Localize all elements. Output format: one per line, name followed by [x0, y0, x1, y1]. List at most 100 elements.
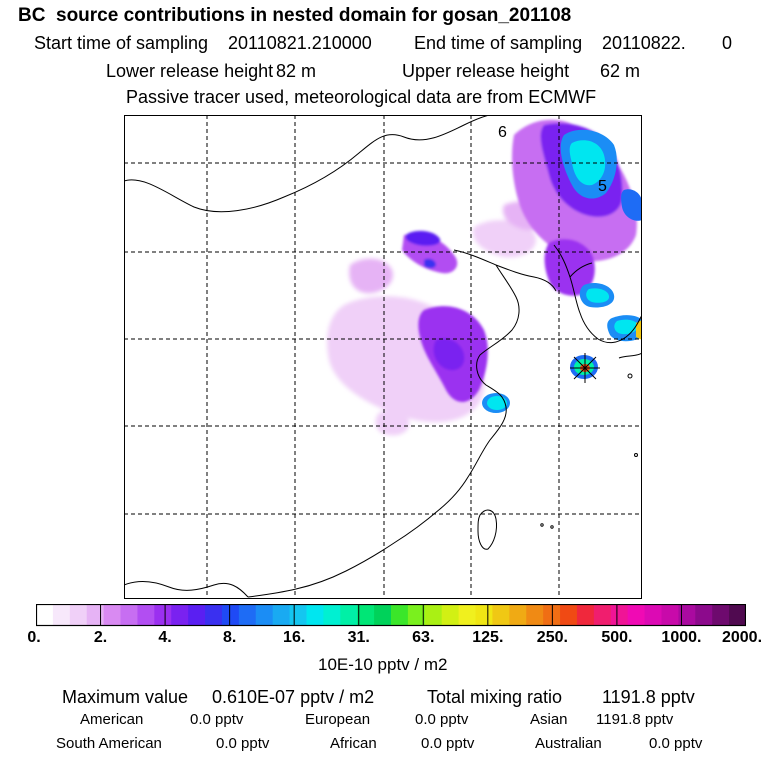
colorbar-cell [712, 604, 730, 626]
end-time-label: End time of sampling [414, 33, 583, 53]
band-core [433, 338, 465, 371]
colorbar-tick-label: 2000. [721, 629, 763, 646]
colorbar-cell [424, 604, 443, 626]
border-north [124, 115, 490, 213]
colorbar-cell [171, 604, 189, 626]
end-time-value: 20110822. [602, 33, 686, 53]
colorbar-cell [86, 604, 105, 626]
colorbar-cell [610, 604, 629, 626]
upper-height-value: 62 m [600, 61, 641, 81]
start-time-value: 20110821.210000 [228, 33, 372, 53]
colorbar-cell [678, 604, 696, 626]
korea-hotspot-core [586, 288, 610, 303]
colorbar-cell [323, 604, 341, 626]
african-label: African [330, 735, 377, 752]
colorbar-unit: 10E-10 pptv / m2 [318, 655, 448, 674]
colorbar-cell [509, 604, 527, 626]
colorbar-tick-label: 8. [222, 629, 237, 646]
max-value: 0.610E-07 pptv / m2 [212, 687, 375, 707]
african-value: 0.0 pptv [421, 735, 475, 752]
colorbar-cell [52, 604, 71, 626]
ne-plume-edge [621, 189, 642, 221]
south-american-label: South American [56, 735, 162, 752]
colorbar-cell [593, 604, 612, 626]
european-value: 0.0 pptv [415, 711, 469, 728]
haze-bohai [473, 220, 536, 258]
concentration-field [327, 119, 642, 436]
coast-bohai [453, 249, 557, 292]
colorbar-cell [458, 604, 477, 626]
shanghai-inner [487, 396, 507, 410]
colorbar-cell [255, 604, 274, 626]
island-a [627, 373, 633, 379]
colorbar-cell [441, 604, 460, 626]
colorbar [36, 604, 746, 627]
total-mixing-value: 1191.8 pptv [602, 687, 695, 707]
contour-label-5: 5 [598, 178, 607, 195]
colorbar-tick-label: 0. [27, 629, 41, 646]
island-c [540, 523, 544, 527]
colorbar-tick-label: 500. [601, 629, 633, 646]
colorbar-tick-label: 2. [93, 629, 108, 646]
colorbar-tick-label: 4. [158, 629, 172, 646]
lower-height-label: Lower release height [106, 61, 274, 81]
korea-haze [544, 239, 595, 296]
coastlines [124, 115, 642, 598]
map-grid [124, 115, 642, 599]
colorbar-cell [238, 604, 257, 626]
hebei-spot [424, 258, 436, 269]
coast-korea [553, 244, 642, 344]
island-d [550, 525, 554, 529]
south-american-value: 0.0 pptv [216, 735, 270, 752]
colorbar-cell [188, 604, 206, 626]
haze-north [349, 258, 393, 294]
colorbar-tick-label: 16. [283, 629, 306, 646]
map-panel: 6 5 [124, 115, 642, 599]
colorbar-tick-label: 125. [472, 629, 504, 646]
colorbar-tick-label: 31. [347, 629, 370, 646]
colorbar-cell [289, 604, 308, 626]
map-frame [124, 115, 642, 599]
colorbar-cell [357, 604, 375, 626]
colorbar-frame [36, 604, 746, 627]
colorbar-cell [69, 604, 88, 626]
colorbar-tick-label: 63. [412, 629, 435, 646]
colorbar-cells [36, 604, 746, 626]
colorbar-cell [120, 604, 139, 626]
coast-china-east [247, 264, 520, 598]
colorbar-cell [475, 604, 494, 626]
colorbar-cell [729, 604, 746, 626]
coast-korea-north [569, 262, 593, 278]
island-b [634, 453, 638, 457]
tracer-note: Passive tracer used, meteorological data… [126, 87, 597, 107]
coast-kyushu [618, 352, 642, 359]
contour-label-6: 6 [498, 124, 507, 141]
colorbar-cell [661, 604, 679, 626]
australian-label: Australian [535, 735, 602, 752]
coast-southwest [124, 580, 249, 598]
colorbar-cell [36, 604, 54, 626]
plot-title: BC source contributions in nested domain… [18, 5, 572, 26]
colorbar-cell [526, 604, 544, 626]
upper-height-label: Upper release height [402, 61, 570, 81]
colorbar-cell [154, 604, 172, 626]
colorbar-cell [644, 604, 663, 626]
colorbar-cell [492, 604, 510, 626]
colorbar-cell [576, 604, 595, 626]
lower-height-value: 82 m [276, 61, 317, 81]
end-time-hour: 0 [722, 33, 733, 53]
asian-label: Asian [530, 711, 568, 728]
receptor-star-icon [570, 353, 600, 383]
australian-value: 0.0 pptv [649, 735, 703, 752]
colorbar-tick-label: 1000. [661, 629, 702, 646]
colorbar-cell [627, 604, 646, 626]
colorbar-cell [272, 604, 291, 626]
american-label: American [80, 711, 144, 728]
asian-value: 1191.8 pptv [596, 711, 674, 728]
colorbar-cell [407, 604, 426, 626]
total-mixing-label: Total mixing ratio [427, 687, 563, 707]
japan-hotspot-peak [636, 320, 642, 340]
colorbar-cell [374, 604, 392, 626]
beijing-hotspot [405, 230, 441, 246]
colorbar-cell [560, 604, 578, 626]
